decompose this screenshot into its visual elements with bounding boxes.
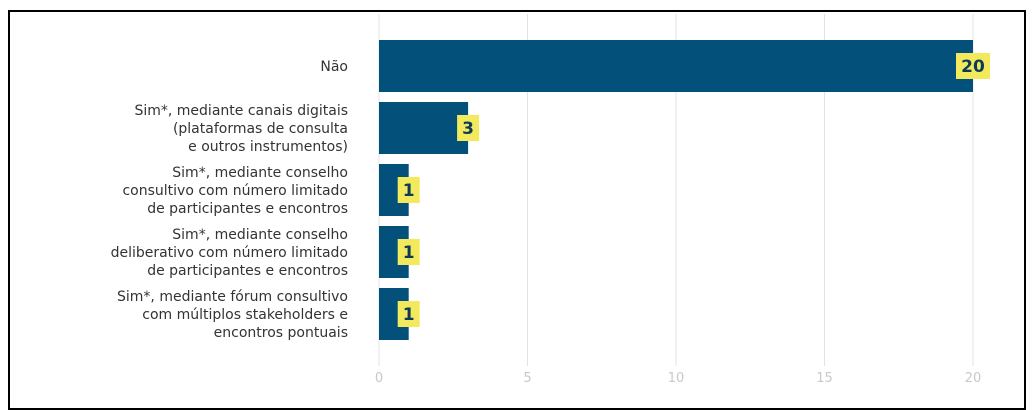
bar-chart: 20 3 1 1 1 Não Sim*, mediante canais digitais… <box>111 14 990 386</box>
category-label-line: encontros pontuais <box>214 325 348 341</box>
x-tick-label: 0 <box>375 371 383 386</box>
x-tick-label: 20 <box>965 371 982 386</box>
category-label-line: de participantes e encontros <box>147 201 348 217</box>
value-label-background <box>457 115 480 141</box>
category-label-line: consultivo com número limitado <box>122 183 348 199</box>
category-label: Não <box>320 59 348 75</box>
category-label-line: Não <box>320 59 348 75</box>
category-label-line: Sim*, mediante fórum consultivo <box>117 289 348 305</box>
bar <box>379 40 973 92</box>
value-label-background <box>397 177 420 203</box>
category-label-line: Sim*, mediante conselho <box>172 165 348 181</box>
x-tick-label: 5 <box>523 371 531 386</box>
x-tick-label: 15 <box>816 371 833 386</box>
bars <box>379 40 973 340</box>
value-label: 1 <box>403 181 415 201</box>
category-label-line: de participantes e encontros <box>147 263 348 279</box>
value-label-background <box>397 239 420 265</box>
category-label-line: deliberativo com número limitado <box>111 245 348 261</box>
value-label-background <box>397 301 420 327</box>
value-label: 20 <box>961 57 985 77</box>
category-label-line: Sim*, mediante conselho <box>172 227 348 243</box>
value-label: 1 <box>403 305 415 325</box>
x-tick-label: 10 <box>668 371 685 386</box>
value-label: 1 <box>403 243 415 263</box>
category-labels: Não Sim*, mediante canais digitais (plataf… <box>111 59 348 341</box>
value-label: 3 <box>462 119 474 139</box>
category-label: Sim*, mediante fórum consultivo com múlti… <box>117 289 348 341</box>
category-label-line: Sim*, mediante canais digitais <box>134 103 348 119</box>
value-label-background <box>956 53 990 79</box>
category-label-line: e outros instrumentos) <box>188 139 348 155</box>
bar <box>379 102 469 154</box>
category-label: Sim*, mediante canais digitais (plataform… <box>134 103 348 155</box>
value-labels: 20 3 1 1 1 <box>397 53 990 327</box>
category-label-line: (plataformas de consulta <box>173 121 348 137</box>
category-label: Sim*, mediante conselho consultivo com nú… <box>122 165 348 217</box>
x-axis-ticks: 0 5 10 15 20 <box>375 371 981 386</box>
category-label: Sim*, mediante conselho deliberativo com … <box>111 227 348 279</box>
category-label-line: com múltiplos stakeholders e <box>142 307 348 323</box>
